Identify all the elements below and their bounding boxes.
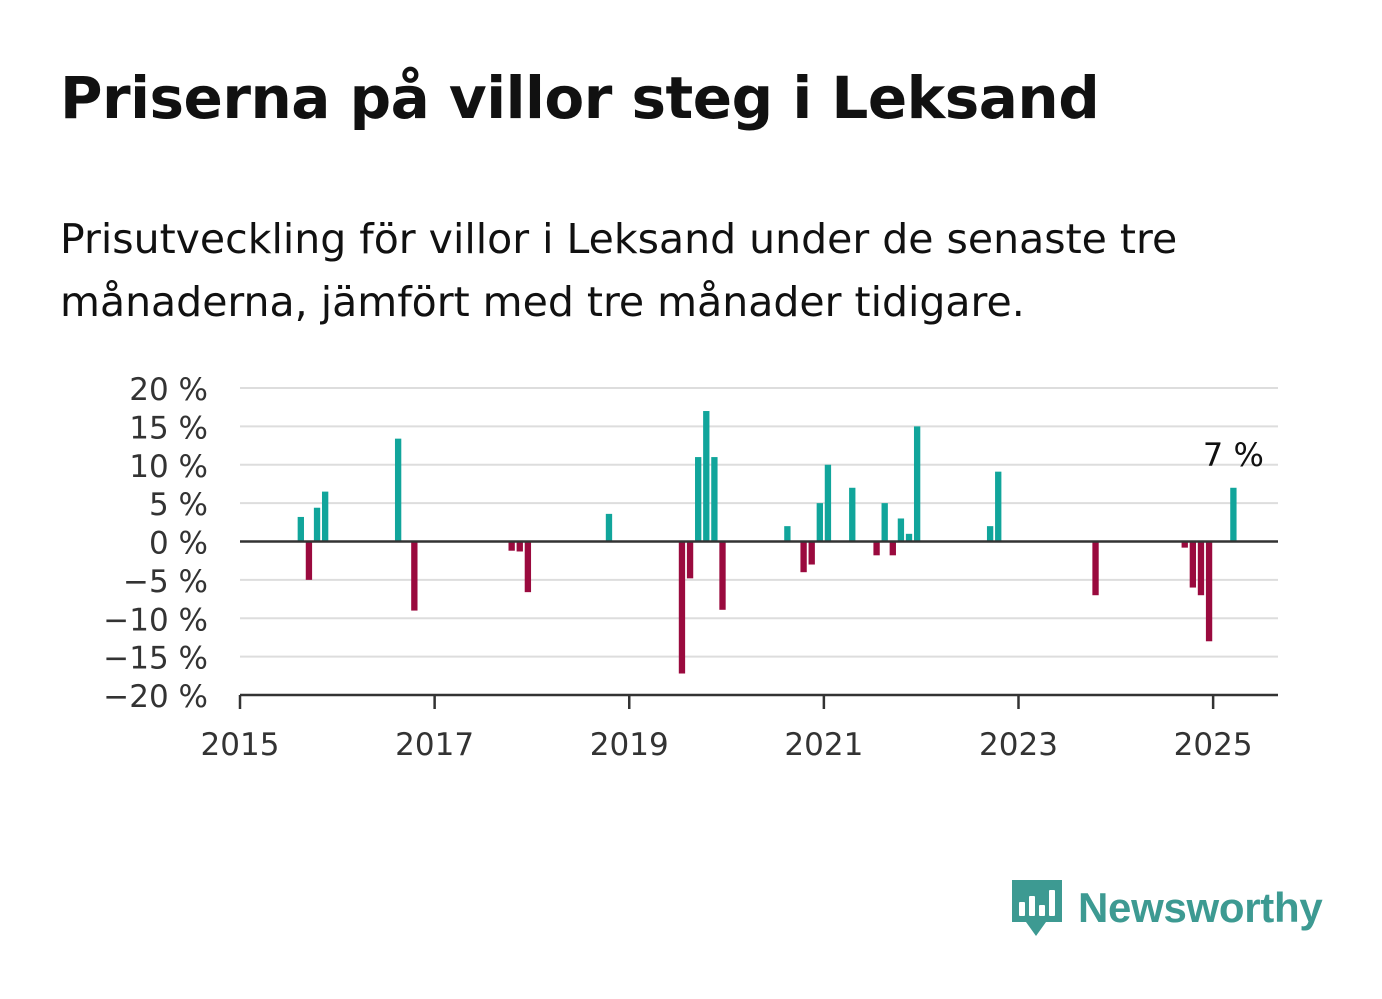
bar	[1205, 541, 1213, 642]
x-tick-label: 2015	[201, 727, 280, 763]
x-tick-label: 2025	[1174, 727, 1253, 763]
bar	[995, 471, 1002, 542]
bars	[297, 411, 1237, 674]
bar	[889, 541, 896, 556]
bar	[508, 541, 515, 551]
bar	[305, 541, 313, 580]
bar	[800, 541, 807, 573]
y-tick-label: 20 %	[129, 372, 208, 408]
bar	[313, 507, 321, 542]
bar	[719, 541, 726, 610]
bar	[703, 411, 710, 542]
y-tick-label: −15 %	[103, 641, 208, 677]
y-tick-label: −5 %	[123, 564, 208, 600]
bar	[808, 541, 815, 565]
bar	[524, 541, 532, 593]
x-tick-label: 2023	[979, 727, 1058, 763]
y-tick-label: 10 %	[129, 449, 208, 485]
axes	[238, 540, 1278, 709]
bar	[678, 541, 686, 674]
brand-name: Newsworthy	[1078, 884, 1323, 931]
bar	[816, 503, 823, 542]
bar	[711, 457, 718, 542]
y-tick-label: −10 %	[103, 602, 208, 638]
bar	[913, 426, 921, 542]
y-tick-label: 0 %	[149, 526, 208, 562]
bar	[686, 541, 694, 579]
bar	[411, 541, 418, 611]
x-tick-label: 2021	[784, 727, 863, 763]
chart-title: Priserna på villor steg i Leksand	[60, 64, 1100, 132]
tick-labels: 20 %15 %10 %5 %0 %−5 %−10 %−15 %−20 % 201…	[103, 372, 1264, 763]
bar	[849, 487, 856, 542]
bar	[1181, 541, 1188, 548]
y-tick-label: −20 %	[103, 679, 208, 715]
x-tick-label: 2019	[590, 727, 669, 763]
bar	[824, 464, 832, 542]
bar	[881, 503, 888, 542]
x-tick-label: 2017	[395, 727, 474, 763]
bar	[784, 526, 791, 542]
bar	[1092, 541, 1099, 596]
bar	[1230, 487, 1237, 542]
newsworthy-bar-chart-icon	[1012, 880, 1062, 936]
bar	[1197, 541, 1205, 596]
bar	[695, 457, 702, 542]
bar	[1189, 541, 1197, 588]
bar	[321, 491, 329, 542]
newsworthy-logo: Newsworthy	[1010, 878, 1323, 938]
bar	[905, 533, 913, 542]
y-tick-label: 5 %	[149, 487, 208, 523]
bar	[394, 438, 402, 542]
bar	[297, 516, 304, 542]
bar	[897, 518, 905, 542]
bar	[873, 541, 880, 556]
bar	[986, 526, 994, 542]
chart-subtitle: Prisutveckling för villor i Leksand unde…	[60, 215, 1178, 326]
bar	[605, 513, 613, 542]
annotation-label: 7 %	[1203, 436, 1264, 474]
y-tick-label: 15 %	[129, 410, 208, 446]
bar	[516, 541, 523, 552]
